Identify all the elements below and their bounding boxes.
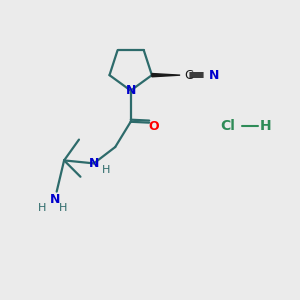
- Text: H: H: [102, 165, 110, 175]
- Text: O: O: [149, 120, 160, 133]
- Text: H: H: [38, 203, 46, 213]
- Polygon shape: [152, 74, 180, 77]
- Text: H: H: [58, 203, 67, 213]
- Text: N: N: [50, 193, 60, 206]
- Text: Cl: Cl: [220, 119, 235, 133]
- Text: C: C: [184, 69, 193, 82]
- Text: N: N: [125, 84, 136, 97]
- Text: N: N: [209, 69, 219, 82]
- Text: H: H: [260, 119, 272, 133]
- Text: N: N: [88, 157, 99, 170]
